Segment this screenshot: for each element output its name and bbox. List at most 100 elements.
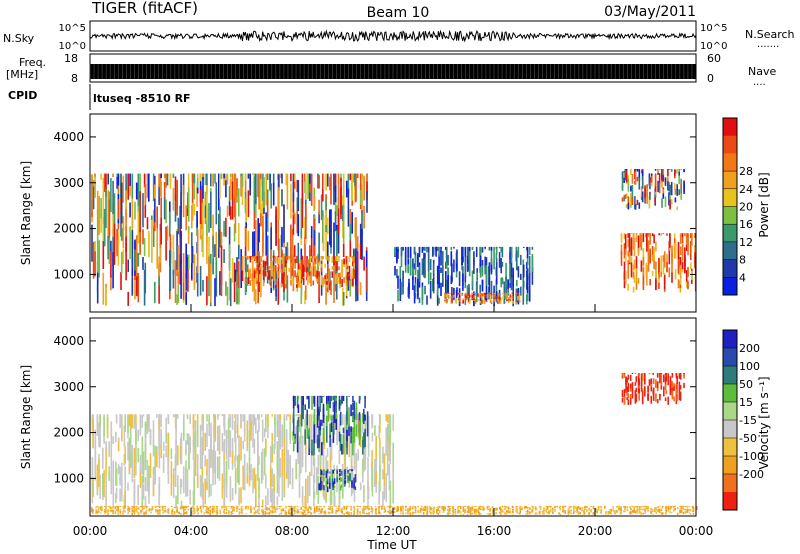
nsky-tick-top-left: 10^5 <box>59 23 86 34</box>
power-mark <box>328 274 330 283</box>
power-mark <box>396 248 398 264</box>
velocity-mark <box>273 475 275 505</box>
power-mark <box>481 293 484 296</box>
power-mark <box>490 300 493 302</box>
velocity-mark <box>535 507 538 510</box>
velocity-mark <box>631 382 634 393</box>
velocity-mark <box>363 408 365 424</box>
velocity-mark <box>119 414 121 416</box>
velocity-mark <box>631 511 634 513</box>
power-mark <box>116 239 118 257</box>
velocity-mark <box>329 512 331 514</box>
y-tick-label: 3000 <box>53 380 84 394</box>
velocity-mark <box>383 454 386 485</box>
velocity-mark <box>363 433 365 465</box>
power-mark <box>196 186 198 207</box>
power-mark <box>653 234 655 244</box>
power-mark <box>466 285 469 299</box>
power-mark <box>262 261 265 268</box>
power-mark <box>137 173 140 206</box>
power-mark <box>455 298 457 301</box>
velocity-mark <box>238 508 241 511</box>
velocity-mark <box>364 414 366 421</box>
power-mark <box>177 285 180 304</box>
velocity-mark <box>552 509 554 511</box>
velocity-mark <box>405 512 407 514</box>
velocity-mark <box>647 507 649 509</box>
velocity-mark <box>329 480 331 487</box>
velocity-mark <box>247 507 250 510</box>
velocity-mark <box>542 511 544 515</box>
velocity-mark <box>567 508 570 511</box>
velocity-mark <box>422 509 425 512</box>
power-mark <box>635 256 638 270</box>
power-mark <box>633 259 636 270</box>
power-mark <box>649 177 651 183</box>
velocity-mark <box>187 508 189 510</box>
power-mark <box>341 268 343 278</box>
power-mark <box>110 251 112 265</box>
power-mark <box>300 248 303 266</box>
power-mark <box>120 272 122 291</box>
velocity-mark <box>442 510 445 513</box>
power-mark <box>442 251 444 270</box>
power-mark <box>347 272 350 291</box>
velocity-mark <box>350 509 352 511</box>
power-mark <box>353 268 355 279</box>
power-mark <box>288 267 290 272</box>
velocity-mark <box>119 488 121 502</box>
velocity-mark <box>332 425 335 433</box>
velocity-mark <box>117 511 119 513</box>
velocity-mark <box>393 511 396 513</box>
power-mark <box>312 270 315 277</box>
velocity-mark <box>183 466 185 494</box>
velocity-mark <box>273 505 276 508</box>
velocity-mark <box>676 393 678 398</box>
power-mark <box>355 217 357 254</box>
velocity-mark <box>129 426 132 450</box>
velocity-mark <box>504 506 506 507</box>
velocity-mark <box>211 512 214 514</box>
velocity-mark <box>348 407 350 427</box>
velocity-mark <box>283 458 286 477</box>
velocity-mark <box>424 507 426 509</box>
power-mark <box>179 237 181 268</box>
power-mark <box>653 260 655 266</box>
power-mark <box>328 256 330 258</box>
power-mark <box>498 246 501 249</box>
power-mark <box>412 267 414 277</box>
power-mark <box>117 199 120 220</box>
power-mark <box>229 206 232 220</box>
power-mark <box>351 173 353 201</box>
velocity-mark <box>447 505 450 508</box>
velocity-mark <box>99 512 102 514</box>
velocity-mark <box>661 506 664 508</box>
power-mark <box>640 233 643 236</box>
velocity-mark <box>210 484 212 496</box>
velocity-mark <box>658 511 661 513</box>
velocity-mark <box>141 415 144 428</box>
power-mark <box>264 270 267 277</box>
power-mark <box>112 202 114 237</box>
power-mark <box>349 209 352 241</box>
velocity-mark <box>340 484 343 488</box>
power-mark <box>632 272 635 279</box>
velocity-mark <box>199 507 202 510</box>
velocity-mark <box>180 432 183 465</box>
power-mark <box>318 211 320 224</box>
power-mark <box>632 286 635 293</box>
power-mark <box>180 230 182 264</box>
velocity-mark <box>300 414 302 424</box>
velocity-mark <box>229 476 232 502</box>
power-mark <box>429 281 432 299</box>
velocity-mark <box>148 414 150 432</box>
velocity-mark <box>303 510 306 514</box>
power-mark <box>105 286 107 306</box>
nave-tick-bottom: 0 <box>707 72 714 85</box>
velocity-mark <box>353 514 355 515</box>
velocity-mark <box>269 510 272 512</box>
power-mark <box>258 270 261 274</box>
velocity-mark <box>636 510 639 513</box>
power-mark <box>467 298 470 302</box>
power-mark <box>226 205 229 218</box>
